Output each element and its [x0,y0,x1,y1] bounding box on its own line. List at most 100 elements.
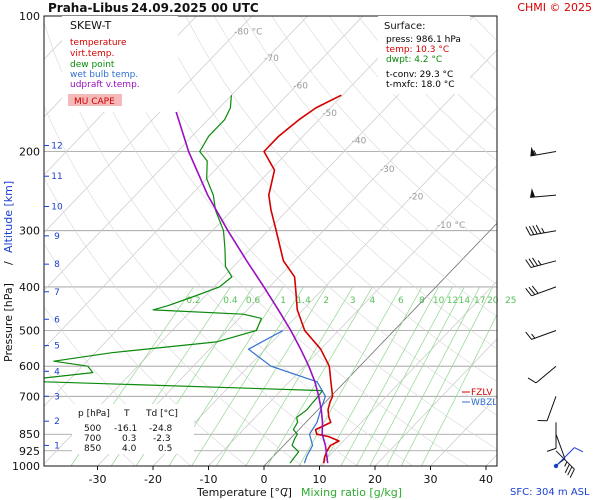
wind-barb-staff [535,365,557,384]
wind-barb [546,422,557,452]
wbzl-label: WBZL [471,398,497,408]
mixing-ratio-label: 10 [433,296,445,306]
legend-item-temperature: temperature [70,38,127,48]
altitude-tick-label: 6 [54,315,60,325]
isotherm [44,16,253,234]
level-markers: FZLV WBZL [462,388,497,408]
wind-barb-pennant [530,146,536,157]
wind-barb-staff [531,330,557,340]
wind-barb-flag [531,285,539,294]
wind-barb-flag [532,225,538,235]
wind-barb-flag [532,257,539,266]
y2-axis-title: Altitude [km] [2,181,15,253]
wind-barb [555,434,566,465]
isotherm [44,16,419,407]
fzlv-label: FZLV [471,388,493,398]
svg-text:/: / [284,486,288,499]
temp-tick-label: 10 [313,473,327,486]
altitude-tick-label: 7 [54,288,60,298]
wind-barb-staff [555,434,566,459]
mixing-ratio-label: 17 [474,296,485,306]
dry-adiabat [213,16,497,317]
pressure-tick-label: 850 [19,428,40,441]
mixing-ratio-label: 20 [487,296,499,306]
wind-barb-staff [555,450,575,470]
table-header-p: p [hPa] [78,409,110,419]
pressure-tick-label: 700 [19,390,40,403]
wind-barb-flag [537,419,548,422]
wind-barb [527,365,557,384]
wind-barb-staff [531,286,557,297]
altitude-tick-label: 8 [54,260,60,270]
mixing-ratio-label: 8 [419,296,425,306]
table-row-700-t: 0.3 [122,434,136,444]
isotherm [152,107,497,466]
wind-barb-flag [525,259,532,268]
wind-barb [525,257,557,269]
pressure-tick-label: 100 [19,10,40,23]
dry-adiabat [530,16,600,466]
table-row-850-t: 4.0 [122,444,137,454]
table-header-t: T [123,409,130,419]
dry-adiabat [99,16,497,450]
surface-tconv: t-conv: 29.3 °C [386,70,453,80]
mixing-ratio-line [340,286,439,466]
table-row-850-p: 850 [84,444,101,454]
legend: SKEW-T temperature virt.temp. dew point … [62,16,178,112]
altitude-tick-label: 3 [54,392,60,402]
dry-adiabat [271,16,497,254]
station-title: Praha-Libus [48,1,129,15]
table-row-500-td: -24.8 [149,424,173,434]
altitude-tick-label: 11 [51,172,62,182]
wind-barb-flag [569,468,575,478]
pressure-tick-label: 500 [19,325,40,338]
wind-barb-half-flag [537,260,542,266]
sfc-label: SFC: 304 m ASL [510,487,590,498]
x2-axis-title: Mixing ratio [g/kg] [301,486,402,499]
temp-tick-label: 30 [424,473,438,486]
wind-barb [530,146,557,157]
mixing-ratio-line [216,286,327,466]
wind-barb-flag [525,331,532,340]
isotherm [44,16,364,349]
series-dew-point [44,95,324,464]
mixing-ratio-label: 0.2 [186,296,200,306]
legend-item-virt-temp: virt.temp. [70,49,114,59]
table-row-850-td: 0.5 [158,444,172,454]
mixing-ratio-label: 6 [398,296,404,306]
isotherm [542,16,600,466]
isotherm-label: -40 [352,137,367,147]
dry-adiabat [502,16,600,466]
altitude-tick-label: 4 [54,367,60,377]
wind-barb-staff [530,194,557,198]
pressure-tick-label: 200 [19,145,40,158]
pressure-tick-label: 600 [19,360,40,373]
wind-barb [553,447,584,469]
y-axis-title: Pressure [hPa] [2,283,15,362]
mixing-ratio-label: 12 [447,296,458,306]
altitude-tick-label: 12 [51,142,62,152]
isotherm-label: -20 [409,193,424,203]
legend-item-wet-bulb: wet bulb temp. [70,70,138,80]
credit-label: CHMI © 2025 [517,1,592,14]
wind-barb [525,330,557,340]
svg-text:/: / [2,261,15,265]
legend-title: SKEW-T [70,19,112,32]
mixing-ratio-line [356,286,453,466]
mixing-ratio-line [369,286,465,466]
temp-tick-label: -10 [200,473,218,486]
pressure-tick-label: 400 [19,281,40,294]
dry-adiabat [185,16,497,350]
dry-adiabat [300,16,497,223]
surface-dewpoint: dwpt: 4.2 °C [386,55,442,65]
isotherm-label: -80 °C [234,28,262,38]
wind-barb-half-flag [541,227,545,234]
dry-adiabat [156,16,497,383]
dry-adiabat [44,243,247,466]
wind-barb-staff [546,396,557,421]
wind-barb-half-flag [564,461,568,467]
isotherm-label: -30 [380,165,395,175]
mixing-ratio-line [421,313,497,466]
isotherm-label: -70 [264,54,279,64]
